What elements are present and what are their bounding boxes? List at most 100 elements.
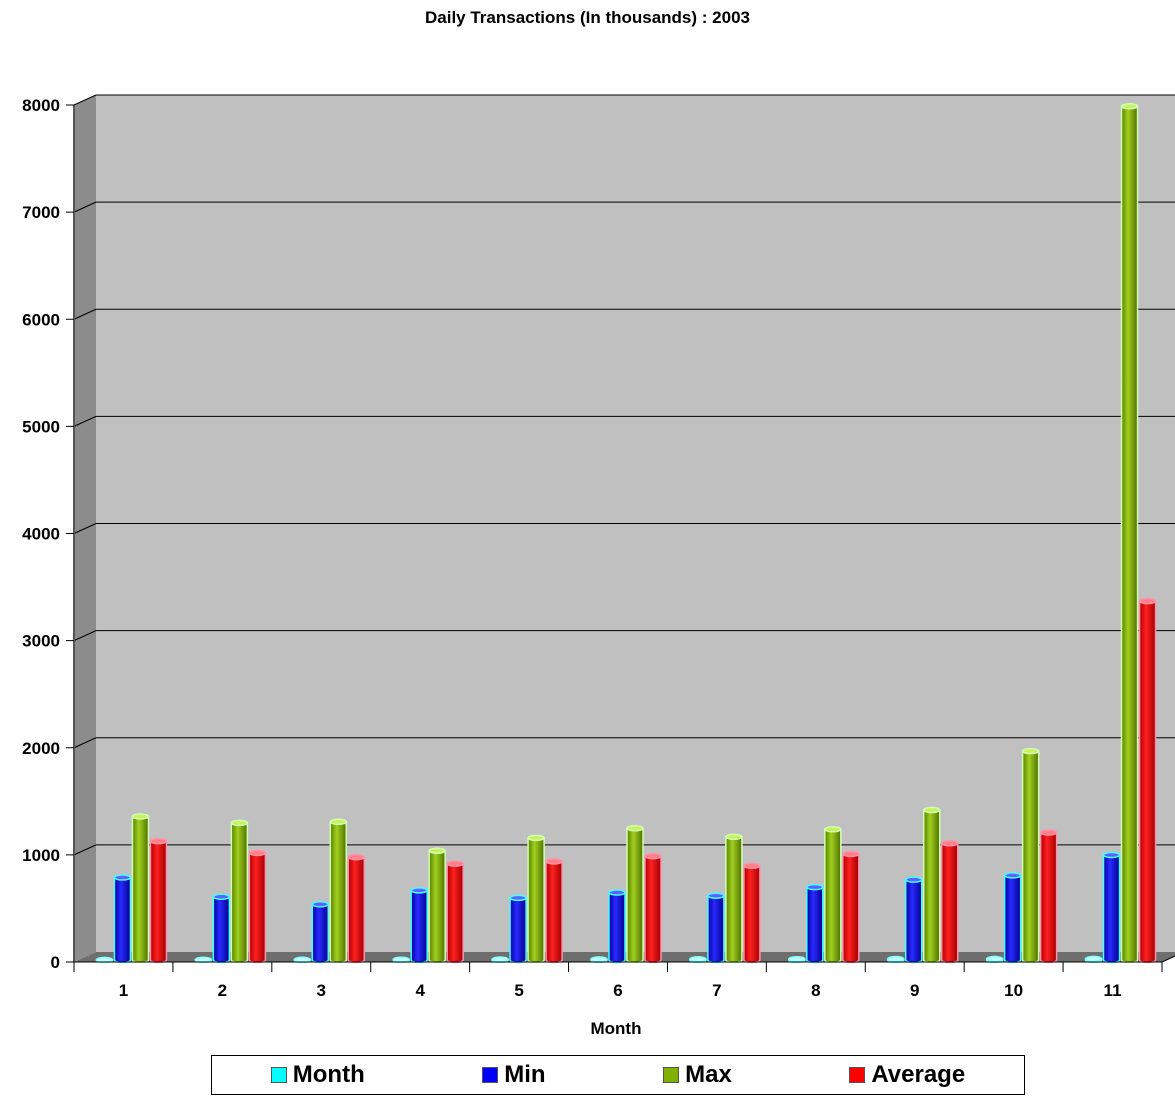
bar-min-6 (608, 889, 626, 964)
bar-min-9 (904, 876, 923, 964)
y-tick-label: 7000 (22, 203, 60, 222)
gridline-side (73, 630, 97, 642)
x-tick-label: 10 (1004, 981, 1023, 1000)
legend-label: Max (685, 1061, 732, 1088)
bar-min-2 (212, 893, 231, 964)
x-tick-label: 8 (811, 981, 820, 1000)
bar-top (311, 901, 330, 908)
bar-max-7 (725, 833, 743, 964)
bar-top (446, 860, 464, 867)
bar-body (904, 878, 923, 964)
bar-top (985, 955, 1004, 963)
legend-swatch (849, 1067, 866, 1083)
bar-top (527, 834, 545, 842)
bar-top (428, 847, 446, 854)
bar-body (608, 891, 626, 964)
legend-item-min: Min (482, 1061, 546, 1089)
bar-top (1084, 955, 1103, 963)
bar-top (922, 806, 941, 814)
bar-top (248, 849, 267, 857)
x-tick-label: 7 (712, 981, 721, 1000)
bar-average-9 (940, 839, 959, 964)
y-tick-label: 1000 (22, 846, 60, 865)
legend-label: Min (504, 1061, 546, 1088)
bar-body (545, 860, 563, 964)
bar-body (446, 862, 464, 964)
bar-min-8 (806, 883, 824, 964)
x-tick-label: 4 (415, 981, 425, 1000)
bar-top (509, 894, 527, 902)
bar-average-2 (248, 849, 267, 964)
bar-top (842, 850, 860, 858)
bar-min-4 (410, 887, 428, 964)
bar-body (212, 896, 231, 964)
bar-top (824, 826, 842, 833)
bar-min-7 (707, 892, 725, 964)
y-tick-label: 4000 (22, 525, 60, 544)
x-tick-label: 6 (613, 981, 622, 1000)
bar-body (1021, 750, 1040, 964)
bar-top (410, 887, 428, 894)
bar-body (743, 864, 761, 964)
bar-top (1003, 872, 1022, 879)
bar-min-5 (509, 894, 527, 964)
bar-average-6 (644, 852, 662, 964)
bar-top (743, 862, 761, 869)
bar-body (113, 876, 132, 964)
y-tick-label: 5000 (22, 417, 60, 436)
legend-label: Average (871, 1061, 966, 1088)
bar-top (230, 819, 249, 827)
bar-top (1138, 597, 1157, 605)
bar-top (626, 824, 644, 832)
bar-average-10 (1039, 829, 1058, 964)
y-tick-label: 3000 (22, 632, 60, 651)
bar-top (491, 956, 509, 963)
bar-body (527, 837, 545, 964)
chart-title: Daily Transactions (In thousands) : 2003 (425, 8, 750, 27)
x-tick-label: 2 (218, 981, 227, 1000)
bar-top (590, 956, 608, 963)
bar-top (1102, 851, 1121, 859)
bar-max-10 (1021, 747, 1040, 964)
bar-top (347, 853, 366, 861)
bar-top (212, 893, 231, 901)
bar-body (509, 897, 527, 964)
bar-month-11 (1084, 955, 1103, 964)
bar-max-5 (527, 834, 545, 964)
bar-body (940, 842, 959, 964)
bar-top (1120, 102, 1139, 110)
bar-body (824, 828, 842, 964)
y-tick-label: 6000 (22, 310, 60, 329)
bar-top (725, 833, 743, 841)
bar-min-11 (1102, 851, 1121, 964)
bar-top (293, 956, 312, 963)
legend: Month Min Max Average (211, 1055, 1025, 1095)
bar-average-5 (545, 858, 563, 964)
bar-max-1 (131, 813, 150, 964)
bar-min-1 (113, 874, 132, 964)
gridline-side (73, 201, 97, 213)
x-axis-edge (1161, 955, 1175, 963)
x-tick-label: 5 (514, 981, 523, 1000)
bar-top (886, 955, 905, 963)
x-axis-title: Month (591, 1019, 642, 1038)
y-tick-label: 0 (51, 953, 60, 972)
legend-label: Month (292, 1061, 365, 1088)
bar-month-10 (985, 955, 1004, 964)
gridline-side (73, 94, 97, 106)
bar-body (707, 894, 725, 964)
gridline-side (73, 415, 97, 427)
bar-average-8 (842, 850, 860, 964)
x-tick-label: 9 (910, 981, 919, 1000)
bar-body (806, 886, 824, 964)
bar-body (1102, 854, 1121, 964)
legend-swatch (270, 1067, 287, 1083)
bar-top (788, 955, 806, 963)
bar-max-4 (428, 847, 446, 964)
bar-body (644, 855, 662, 964)
bar-body (1039, 831, 1058, 964)
x-tick-label: 1 (119, 981, 128, 1000)
bar-top (707, 892, 725, 899)
bar-month-3 (293, 956, 312, 964)
bar-body (1003, 874, 1022, 964)
